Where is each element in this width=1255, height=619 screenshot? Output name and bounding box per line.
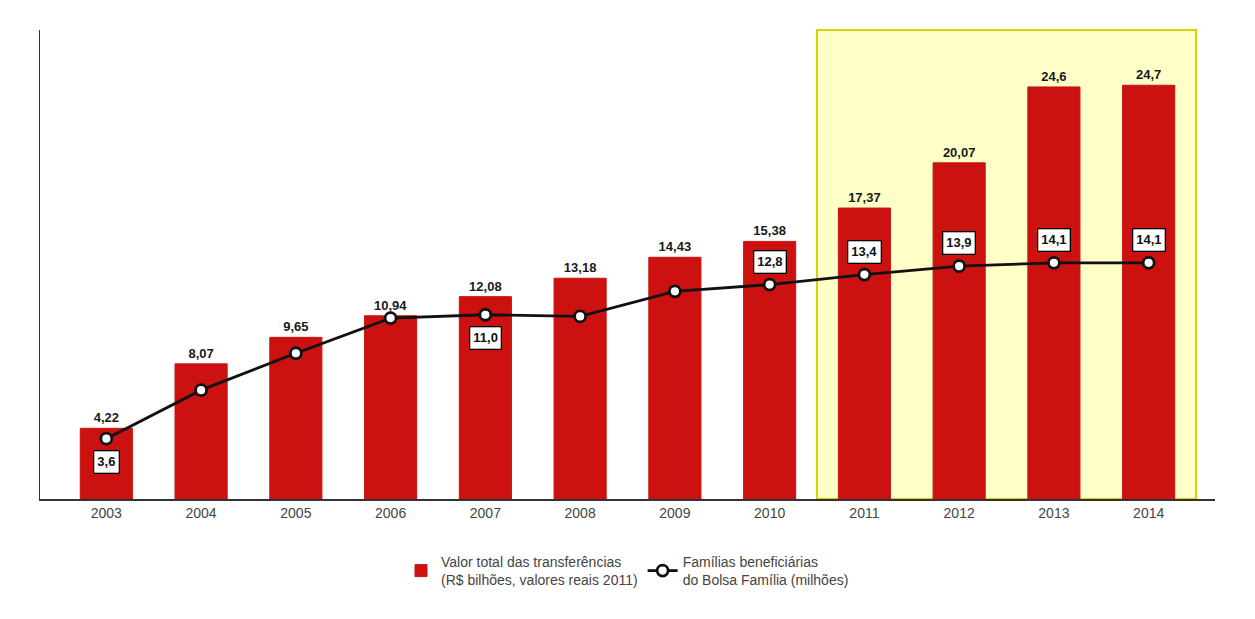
svg-text:13,18: 13,18 xyxy=(564,260,597,275)
svg-text:2003: 2003 xyxy=(91,505,122,521)
svg-text:14,1: 14,1 xyxy=(1136,232,1161,247)
svg-text:15,38: 15,38 xyxy=(753,223,786,238)
svg-text:13,4: 13,4 xyxy=(851,244,877,259)
svg-text:12,8: 12,8 xyxy=(757,254,782,269)
svg-text:14,43: 14,43 xyxy=(659,239,692,254)
svg-text:17,37: 17,37 xyxy=(848,190,881,205)
svg-text:Valor total das transferências: Valor total das transferências(R$ bilhõe… xyxy=(441,554,638,588)
svg-text:3,6: 3,6 xyxy=(97,454,115,469)
svg-text:2013: 2013 xyxy=(1038,505,1069,521)
svg-text:8,07: 8,07 xyxy=(188,346,213,361)
svg-text:2009: 2009 xyxy=(659,505,690,521)
svg-text:2011: 2011 xyxy=(849,505,879,521)
svg-text:13,9: 13,9 xyxy=(946,235,971,250)
svg-text:20,07: 20,07 xyxy=(943,145,976,160)
svg-text:24,6: 24,6 xyxy=(1041,69,1066,84)
svg-text:2014: 2014 xyxy=(1133,505,1164,521)
svg-text:10,94: 10,94 xyxy=(374,298,407,313)
svg-text:2008: 2008 xyxy=(565,505,596,521)
svg-text:2010: 2010 xyxy=(754,505,785,521)
svg-text:12,08: 12,08 xyxy=(469,279,502,294)
svg-text:2006: 2006 xyxy=(375,505,406,521)
svg-text:4,22: 4,22 xyxy=(94,410,119,425)
svg-text:2005: 2005 xyxy=(280,505,311,521)
svg-text:2012: 2012 xyxy=(944,505,975,521)
svg-text:Famílias beneficiáriasdo Bolsa: Famílias beneficiáriasdo Bolsa Família (… xyxy=(683,554,849,588)
svg-text:2007: 2007 xyxy=(470,505,501,521)
svg-text:11,0: 11,0 xyxy=(473,330,498,345)
svg-text:2004: 2004 xyxy=(186,505,217,521)
svg-text:9,65: 9,65 xyxy=(283,319,308,334)
svg-text:24,7: 24,7 xyxy=(1136,67,1161,82)
svg-text:14,1: 14,1 xyxy=(1041,232,1066,247)
